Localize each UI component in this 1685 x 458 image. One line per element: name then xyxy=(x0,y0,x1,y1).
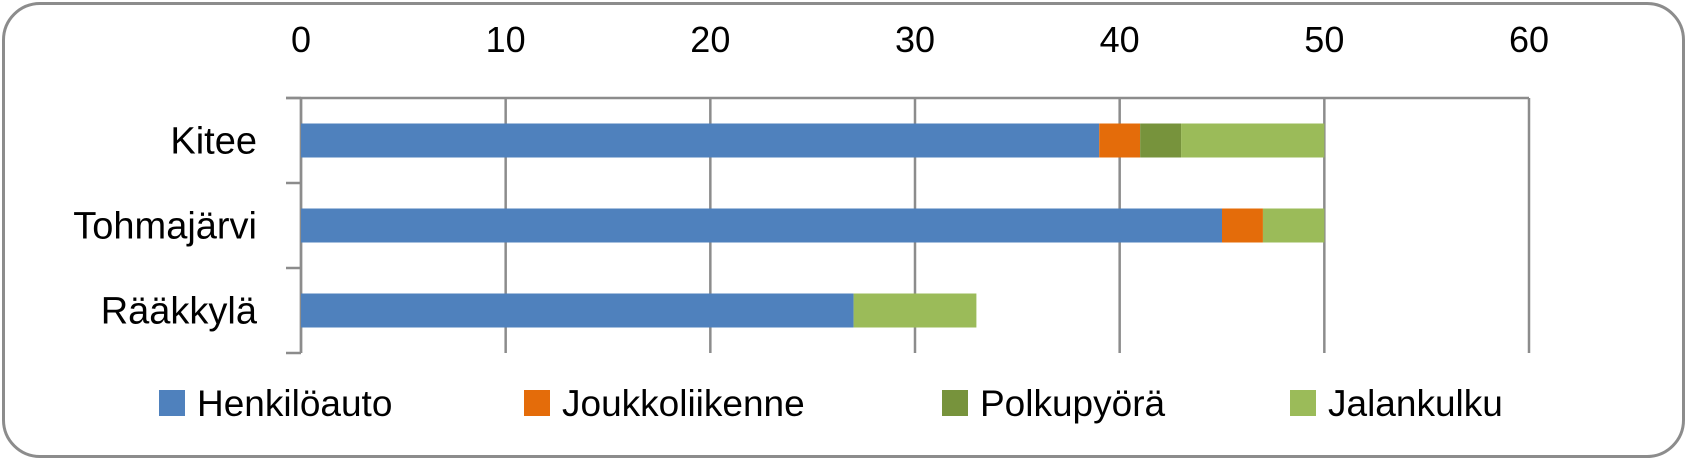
bar-segment xyxy=(1099,123,1141,158)
bar-segment xyxy=(301,208,1222,243)
x-tick-label-0: 0 xyxy=(291,19,311,60)
bar-segment xyxy=(1262,208,1325,243)
legend-label: Henkilöauto xyxy=(197,383,392,424)
legend-swatch xyxy=(1290,390,1316,416)
bar-segment xyxy=(301,293,854,328)
legend-swatch xyxy=(159,390,185,416)
bar-segment xyxy=(301,123,1100,158)
x-tick-label-60: 60 xyxy=(1509,19,1549,60)
category-label: Tohmajärvi xyxy=(73,206,257,248)
legend: Henkilöauto Joukkoliikenne Polkupyörä Jalan… xyxy=(159,383,1503,424)
x-tick-label-20: 20 xyxy=(690,19,730,60)
bar-segment xyxy=(1140,123,1182,158)
bar-segment xyxy=(1222,208,1263,243)
category-labels: Kitee Tohmajärvi Rääkkylä xyxy=(73,121,258,333)
x-tick-label-30: 30 xyxy=(895,19,935,60)
x-tick-label-40: 40 xyxy=(1100,19,1140,60)
category-label: Kitee xyxy=(170,121,257,163)
legend-label: Joukkoliikenne xyxy=(562,383,805,424)
x-tick-label-50: 50 xyxy=(1304,19,1344,60)
bars xyxy=(301,123,1325,328)
legend-label: Jalankulku xyxy=(1328,383,1503,424)
bar-segment xyxy=(1181,123,1325,158)
category-label: Rääkkylä xyxy=(101,291,258,333)
legend-swatch xyxy=(524,390,550,416)
bar-segment xyxy=(853,293,977,328)
x-tick-label-10: 10 xyxy=(486,19,526,60)
legend-swatch xyxy=(942,390,968,416)
legend-label: Polkupyörä xyxy=(980,383,1166,424)
x-tick-labels: 0 10 20 30 40 50 60 xyxy=(291,19,1549,60)
